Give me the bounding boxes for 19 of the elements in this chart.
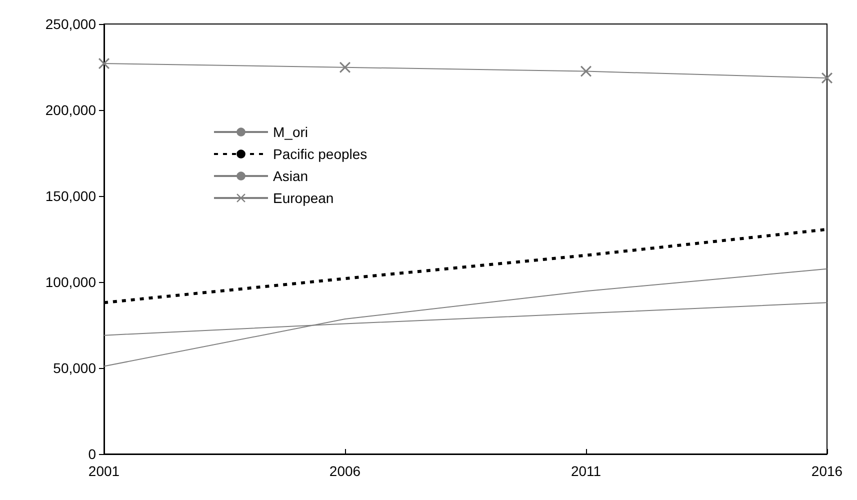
y-tick-label: 200,000	[45, 102, 96, 118]
point	[822, 72, 832, 84]
y-tick-label: 0	[88, 446, 96, 462]
y-tick-label: 150,000	[45, 188, 96, 204]
y-tick-label: 250,000	[45, 16, 96, 32]
y-tick-label: 50,000	[53, 360, 96, 376]
x-tick-label: 2016	[811, 463, 843, 479]
line-series	[104, 268, 828, 367]
x-tick-label: 2001	[88, 463, 120, 479]
point	[98, 58, 110, 70]
y-tick-label: 100,000	[45, 274, 96, 290]
point	[580, 66, 592, 77]
legend-label: M_ori	[273, 124, 308, 140]
legend-label: European	[273, 190, 334, 206]
point	[340, 62, 350, 73]
x-tick-label: 2011	[570, 463, 602, 479]
x-tick-label: 2006	[329, 463, 361, 479]
legend-label: Asian	[273, 168, 308, 184]
legend-label: Pacific peoples	[273, 146, 368, 162]
